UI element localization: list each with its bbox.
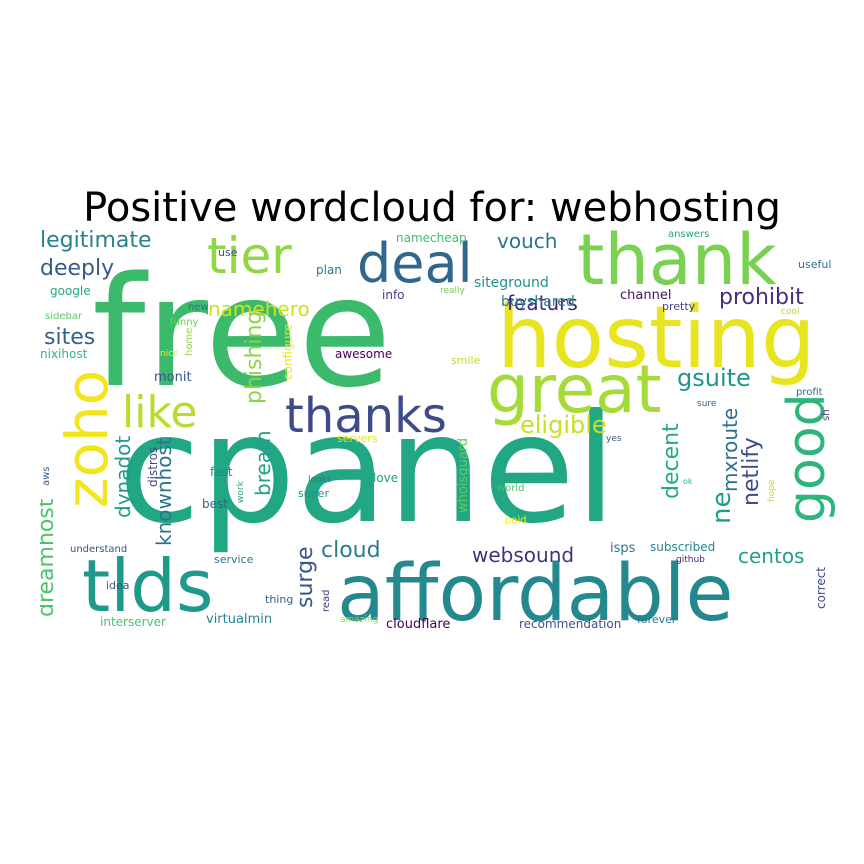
word-virtualmin: virtualmin xyxy=(206,612,273,627)
word-ne: ne xyxy=(707,492,737,525)
word-understand: understand xyxy=(70,544,128,555)
word-interserver: interserver xyxy=(100,615,166,628)
word-sidebar: sidebar xyxy=(45,311,83,322)
word-siteground: siteground xyxy=(474,275,549,291)
word-cpanel: cpanel xyxy=(118,383,617,557)
word-best: best xyxy=(202,497,228,511)
word-cool: cool xyxy=(781,307,800,317)
word-surge: surge xyxy=(293,546,318,608)
word-thank: thank xyxy=(577,228,777,301)
word-awesome: awesome xyxy=(335,347,393,361)
word-great: great xyxy=(487,351,662,428)
word-sure: sure xyxy=(697,399,717,409)
word-breath: breath xyxy=(251,430,275,496)
word-channel: channel xyxy=(620,288,672,303)
word-google: google xyxy=(50,284,91,298)
word-like: like xyxy=(122,387,198,438)
word-dynadot: dynadot xyxy=(111,436,135,519)
word-idea: idea xyxy=(106,579,130,592)
word-subscribed: subscribed xyxy=(650,540,716,554)
word-configure: configure xyxy=(281,324,295,381)
word-service: service xyxy=(214,553,254,566)
word-yes: yes xyxy=(606,434,622,444)
word-nixihost: nixihost xyxy=(40,347,88,361)
word-decent: decent xyxy=(659,423,684,499)
word-answers: answers xyxy=(668,229,710,240)
word-deal: deal xyxy=(357,232,473,295)
word-amazing: amazing xyxy=(340,615,379,625)
word-distros: distros xyxy=(146,447,160,488)
word-cloudflare: cloudflare xyxy=(386,617,451,628)
page-title: Positive wordcloud for: webhosting xyxy=(83,185,781,231)
word-home: home xyxy=(184,328,195,357)
word-prohibit: prohibit xyxy=(719,285,804,310)
word-servers: servers xyxy=(337,432,378,445)
word-affordable: affordable xyxy=(337,549,734,628)
word-smile: smile xyxy=(451,354,481,367)
word-forever: forever xyxy=(637,613,677,626)
word-info: info xyxy=(382,288,405,302)
word-centos: centos xyxy=(738,544,805,568)
word-correct: correct xyxy=(814,567,828,610)
word-ok: ok xyxy=(683,477,693,486)
word-websound: websound xyxy=(472,543,575,567)
word-cloud: cloud xyxy=(321,538,381,563)
word-tlds: tlds xyxy=(82,544,214,628)
word-mxroute: mxroute xyxy=(718,408,742,493)
word-zoho: zoho xyxy=(53,370,121,509)
word-eligible: eligible xyxy=(520,411,607,439)
word-fast: fast xyxy=(210,465,233,479)
word-work: work xyxy=(236,481,246,503)
word-monit: monit xyxy=(154,370,192,385)
word-tier: tier xyxy=(207,228,292,285)
word-profit: profit xyxy=(796,387,823,398)
word-funny: funny xyxy=(170,317,199,328)
word-thanks: thanks xyxy=(285,388,447,444)
word-sites: sites xyxy=(44,325,96,350)
word-aws: aws xyxy=(41,466,52,486)
word-gsuite: gsuite xyxy=(677,364,751,392)
word-recommendation: recommendation xyxy=(519,617,622,628)
word-netlify: netlify xyxy=(739,437,764,506)
word-looks: looks xyxy=(308,475,332,485)
word-vouch: vouch xyxy=(497,229,558,253)
word-use: use xyxy=(218,246,238,259)
word-thing: thing xyxy=(265,593,294,606)
word-github: github xyxy=(676,555,705,565)
word-hosting: hosting xyxy=(497,288,816,388)
word-hope: hope xyxy=(767,480,777,503)
word-sh: sh xyxy=(821,409,832,421)
word-whoisguard: whoisguard xyxy=(456,438,471,514)
word-namehero: namehero xyxy=(208,297,310,321)
word-free: free xyxy=(92,244,392,421)
word-world: world xyxy=(497,483,525,494)
word-nice: nice xyxy=(160,349,179,359)
word-plan: plan xyxy=(316,263,342,277)
word-new: new xyxy=(188,302,209,313)
word-isps: isps xyxy=(610,541,636,556)
word-buyshared: buyshared xyxy=(501,294,575,310)
word-cloud: free cpanel hosting thank affordable tld… xyxy=(40,228,840,628)
word-super: super xyxy=(298,487,329,500)
word-really: really xyxy=(440,286,465,296)
word-legitimate: legitimate xyxy=(40,228,152,253)
word-featurs: featurs xyxy=(507,291,578,315)
word-useful: useful xyxy=(798,258,832,271)
word-phishing: phishing xyxy=(242,311,267,405)
word-namecheap: namecheap xyxy=(396,231,467,245)
word-read: read xyxy=(321,589,332,612)
word-paid: paid xyxy=(505,515,527,526)
word-deeply: deeply xyxy=(40,256,115,281)
word-love: love xyxy=(373,471,399,485)
word-pretty: pretty xyxy=(662,300,696,313)
word-dreamhost: dreamhost xyxy=(40,499,59,618)
